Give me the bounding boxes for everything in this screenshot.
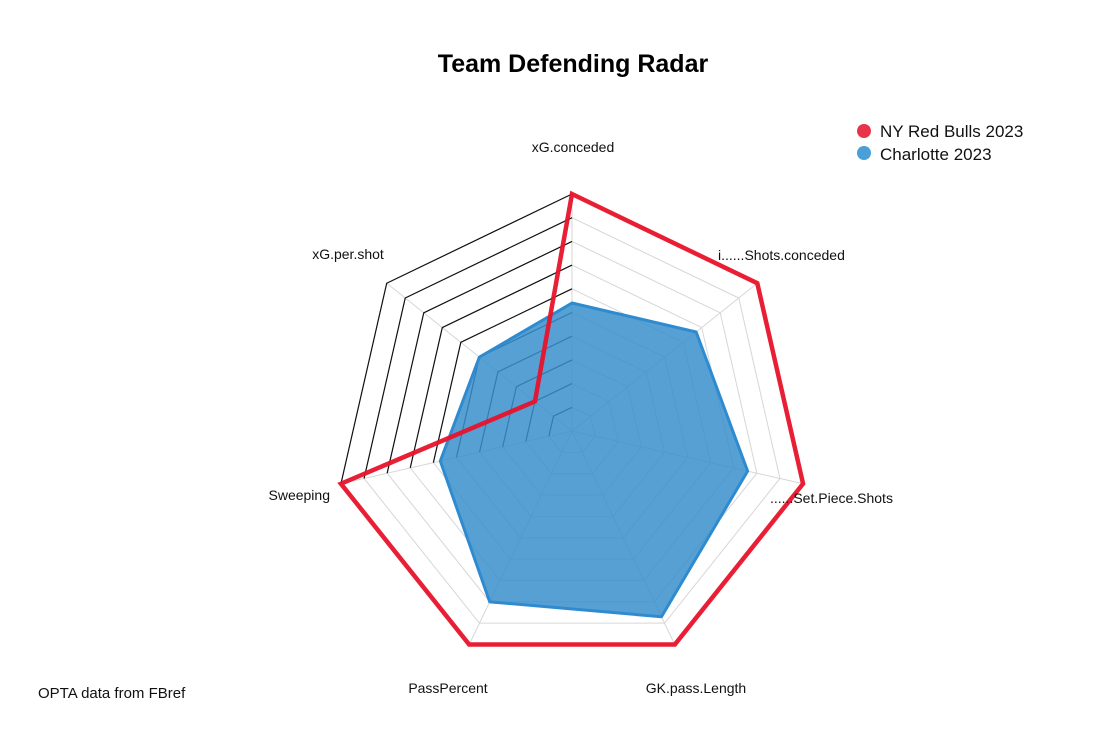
grid-ring-highlight bbox=[432, 288, 573, 463]
axis-label: PassPercent bbox=[408, 680, 487, 696]
series-ny-red-bulls bbox=[337, 190, 806, 647]
axis-label: ......Set.Piece.Shots bbox=[770, 490, 893, 506]
series-charlotte bbox=[438, 301, 750, 619]
axis-label: xG.per.shot bbox=[312, 246, 384, 262]
legend: NY Red Bulls 2023 Charlotte 2023 bbox=[857, 122, 1023, 164]
source-caption: OPTA data from FBref bbox=[38, 685, 186, 702]
legend-marker-charlotte bbox=[857, 146, 871, 160]
axis-label: GK.pass.Length bbox=[646, 680, 746, 696]
grid-ring-highlight bbox=[409, 264, 573, 469]
grid-ring-highlight bbox=[340, 193, 573, 484]
legend-label-charlotte: Charlotte 2023 bbox=[880, 145, 992, 164]
radar-series bbox=[337, 190, 806, 647]
chart-title: Team Defending Radar bbox=[438, 50, 709, 78]
legend-label-ny-red-bulls: NY Red Bulls 2023 bbox=[880, 122, 1023, 141]
grid-ring-highlight bbox=[363, 217, 573, 479]
grid-ring-highlight bbox=[386, 240, 573, 474]
axis-label: Sweeping bbox=[269, 487, 331, 503]
legend-marker-ny-red-bulls bbox=[857, 124, 871, 138]
axis-label: xG.conceded bbox=[532, 139, 615, 155]
axis-label: i......Shots.conceded bbox=[718, 247, 845, 263]
axis-labels: xG.conceded i......Shots.conceded ......Se… bbox=[269, 139, 893, 696]
